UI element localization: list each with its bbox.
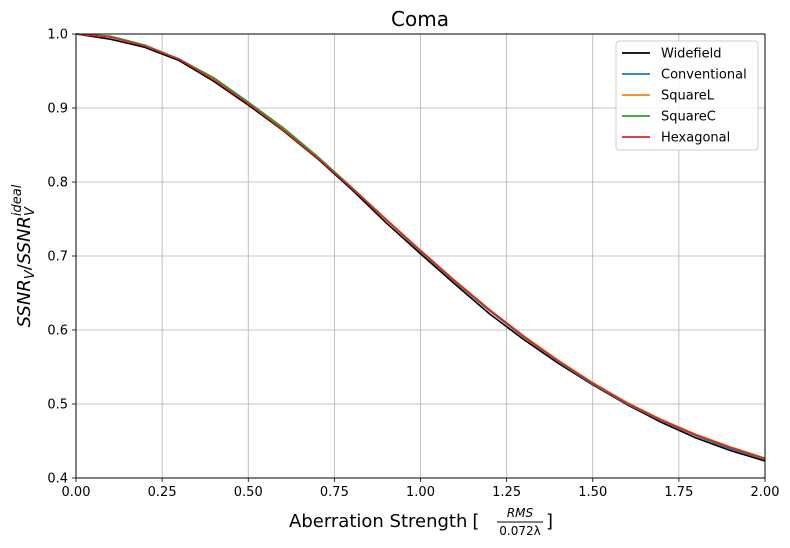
- x-tick-label: 1.75: [664, 485, 693, 500]
- x-axis-label-denominator: 0.072λ: [499, 524, 540, 538]
- chart-title: Coma: [391, 7, 449, 31]
- y-label-base1: SSNR: [14, 279, 35, 327]
- x-axis-label-numerator: RMS: [507, 506, 534, 520]
- y-label-sep: /: [14, 263, 35, 270]
- y-tick-label: 1.0: [47, 28, 68, 43]
- x-axis-ticks: 0.00 0.25 0.50 0.75 1.00 1.25 1.50 1.75 2.00: [62, 478, 780, 500]
- series-lines: [75, 33, 766, 462]
- svg-text:Aberration Strength[: Aberration Strength[: [289, 511, 479, 532]
- x-tick-label: 1.00: [406, 485, 435, 500]
- y-tick-label: 0.5: [47, 398, 68, 413]
- legend-label-widefield: Widefield: [661, 47, 721, 62]
- legend-label-squarec: SquareC: [661, 110, 716, 125]
- legend-box: [615, 40, 759, 151]
- x-tick-label: 0.00: [62, 485, 91, 500]
- y-tick-label: 0.9: [47, 102, 68, 117]
- legend-label-conventional: Conventional: [661, 68, 747, 83]
- y-tick-label: 0.6: [47, 324, 68, 339]
- x-axis-label-bracket-close: ]: [546, 511, 553, 532]
- x-tick-label: 1.25: [492, 485, 521, 500]
- y-axis-ticks: 0.4 0.5 0.6 0.7 0.8 0.9 1.0: [47, 28, 76, 487]
- x-axis-label: Aberration Strength[ RMS 0.072λ ]: [289, 506, 553, 538]
- x-tick-label: 1.50: [578, 485, 607, 500]
- x-axis-label-text: Aberration Strength: [289, 511, 467, 532]
- series-line-widefield: [75, 33, 766, 462]
- y-label-base2: SSNR: [14, 216, 35, 264]
- x-tick-label: 0.75: [320, 485, 349, 500]
- y-label-sup2: ideal: [10, 184, 25, 216]
- y-tick-label: 0.4: [47, 472, 68, 487]
- legend-label-squarel: SquareL: [661, 89, 715, 104]
- y-label-sub1: V: [23, 269, 38, 279]
- x-tick-label: 2.00: [751, 485, 780, 500]
- legend-label-hexagonal: Hexagonal: [661, 131, 730, 146]
- x-tick-label: 0.25: [148, 485, 177, 500]
- series-line-hexagonal: [75, 33, 766, 460]
- x-axis-label-bracket-open: [: [472, 511, 479, 532]
- y-tick-label: 0.7: [47, 250, 68, 265]
- y-axis-label: SSNRV/SSNRVideal: [10, 184, 38, 327]
- svg-text:SSNRV/SSNRVideal: SSNRV/SSNRVideal: [10, 184, 38, 327]
- y-tick-label: 0.8: [47, 176, 68, 191]
- legend: Widefield Conventional SquareL SquareC Hexag…: [615, 40, 759, 151]
- x-tick-label: 0.50: [234, 485, 263, 500]
- y-label-sub2: V: [23, 206, 38, 216]
